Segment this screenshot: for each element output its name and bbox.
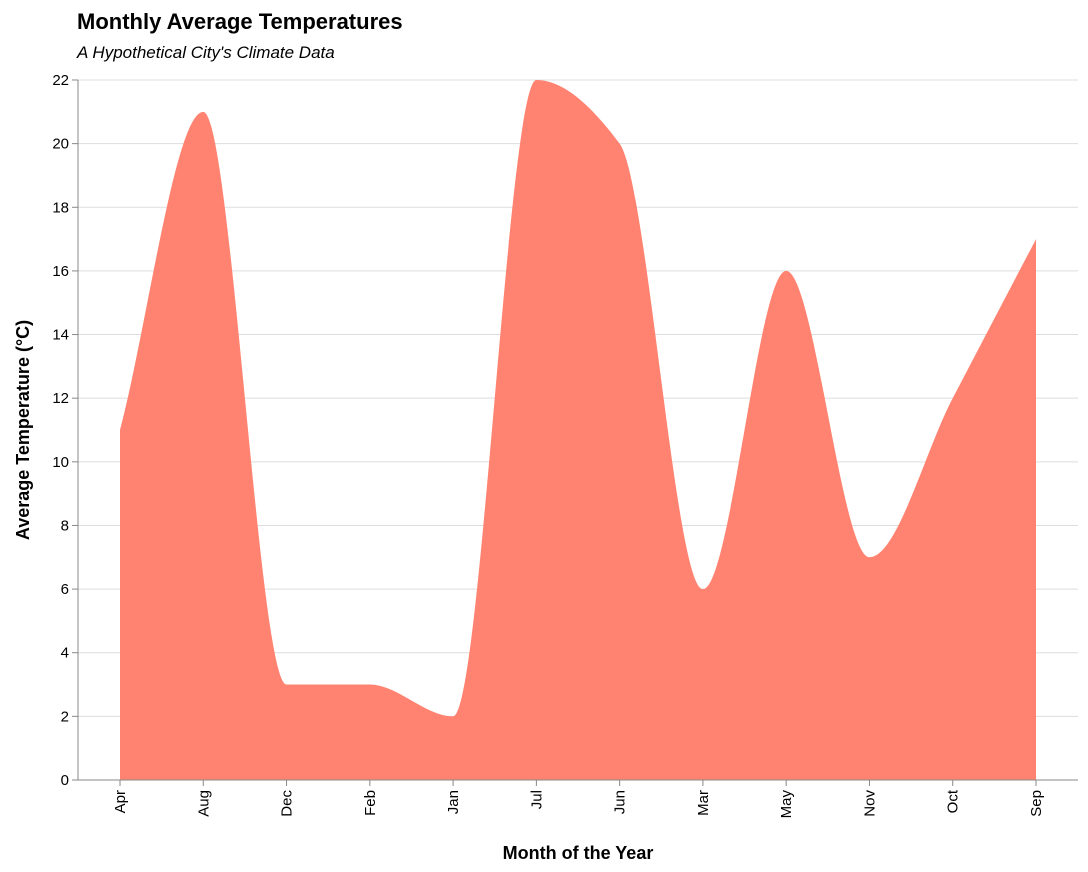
y-tick-label: 8 [61,517,69,534]
area-series [120,80,1036,780]
y-tick-label: 4 [61,645,69,662]
x-tick-label: Apr [112,790,129,813]
y-tick-label: 16 [52,263,69,280]
chart-subtitle: A Hypothetical City's Climate Data [76,43,335,62]
x-tick-label: Jul [528,790,545,809]
x-tick-label: Jun [612,790,629,814]
x-tick-label: Feb [362,790,379,816]
x-tick-label: Mar [695,790,712,816]
x-tick-label: Aug [195,790,212,817]
y-axis-title: Average Temperature (°C) [13,320,33,540]
y-tick-label: 6 [61,581,69,598]
x-tick-label: Sep [1028,790,1045,817]
x-tick-label: Oct [945,789,962,813]
y-tick-label: 18 [52,199,69,216]
x-tick-label: Jan [445,790,462,814]
y-tick-label: 22 [52,72,69,89]
x-tick-label: Dec [279,790,296,817]
y-tick-label: 20 [52,136,69,153]
x-tick-label: May [778,790,795,819]
y-tick-label: 2 [61,708,69,725]
y-tick-label: 14 [52,327,69,344]
y-tick-label: 10 [52,454,69,471]
temperature-area [120,80,1036,780]
axes: 0 2 4 6 8 10 12 14 16 18 20 22 Apr Aug Dec Feb Jan Jul Jun… [52,72,1078,818]
x-axis-title: Month of the Year [503,843,654,863]
y-tick-label: 0 [61,772,69,789]
chart-title: Monthly Average Temperatures [77,9,403,34]
y-tick-label: 12 [52,390,69,407]
x-tick-label: Nov [861,790,878,817]
